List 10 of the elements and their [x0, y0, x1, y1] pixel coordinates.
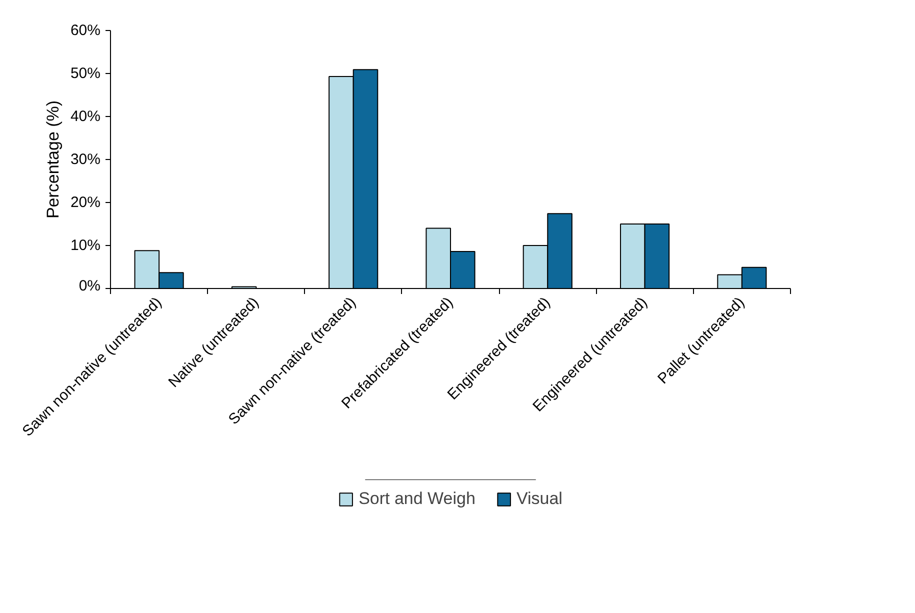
y-tick-label: 30%	[70, 151, 101, 168]
legend-label: Visual	[516, 489, 562, 509]
y-tick-label: 50%	[70, 65, 101, 82]
y-tick-label: 20%	[70, 194, 101, 211]
legend-label: Sort and Weigh	[358, 489, 476, 509]
y-tick-label: 40%	[70, 108, 101, 125]
y-axis-title: Percentage (%)	[43, 100, 62, 219]
y-tick-label: 60%	[70, 22, 101, 39]
y-tick-label: 10%	[70, 237, 101, 254]
y-tick-label: 0%	[78, 278, 101, 294]
